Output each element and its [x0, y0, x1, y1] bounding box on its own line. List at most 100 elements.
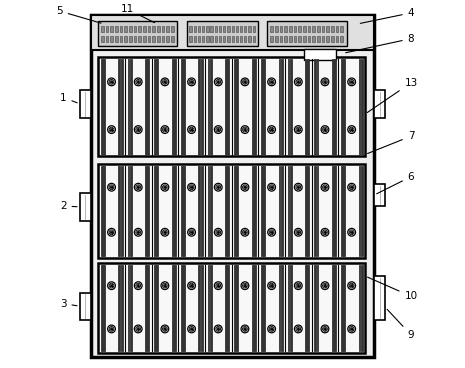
Circle shape [108, 78, 115, 86]
Bar [317, 265, 319, 351]
Bar [263, 166, 265, 256]
Bar [308, 26, 310, 32]
Bar [225, 59, 227, 155]
Bar [121, 265, 123, 351]
Circle shape [323, 185, 327, 190]
Circle shape [323, 230, 327, 235]
Bar [314, 59, 316, 155]
Circle shape [190, 284, 193, 287]
Bar [303, 36, 306, 42]
Bar [290, 59, 292, 155]
Bar [174, 166, 176, 256]
Bar [156, 166, 158, 256]
Circle shape [137, 81, 139, 83]
Bar [202, 36, 204, 42]
Circle shape [110, 186, 113, 189]
Bar [281, 265, 283, 351]
Circle shape [294, 183, 302, 191]
Bar [156, 59, 158, 155]
Bar [305, 265, 307, 351]
Bar [207, 265, 209, 351]
Bar [308, 36, 310, 42]
Circle shape [136, 79, 140, 84]
Circle shape [110, 231, 113, 234]
Circle shape [109, 326, 114, 331]
Bar [119, 59, 120, 155]
Circle shape [214, 78, 222, 86]
Bar [237, 265, 239, 351]
Circle shape [136, 326, 140, 331]
Circle shape [350, 186, 353, 189]
Bar [193, 26, 196, 32]
Circle shape [269, 185, 274, 190]
Circle shape [217, 284, 219, 287]
Bar [261, 59, 263, 155]
Bar [340, 36, 343, 42]
Bar [134, 36, 136, 42]
Bar [271, 26, 273, 32]
Circle shape [162, 127, 167, 132]
Circle shape [188, 78, 195, 86]
Circle shape [244, 81, 246, 83]
Circle shape [108, 282, 115, 290]
Circle shape [268, 183, 275, 191]
Bar [153, 36, 155, 42]
Bar [125, 36, 127, 42]
Bar [199, 166, 200, 256]
Bar [244, 36, 246, 42]
Bar [111, 26, 113, 32]
Circle shape [349, 127, 354, 132]
Bar [252, 36, 255, 42]
Bar [166, 26, 169, 32]
Bar [227, 265, 229, 351]
Bar [331, 36, 333, 42]
Text: 2: 2 [60, 201, 77, 211]
Circle shape [161, 229, 169, 236]
Circle shape [348, 229, 356, 236]
Circle shape [161, 325, 169, 333]
Circle shape [134, 325, 142, 333]
Circle shape [109, 185, 114, 190]
Circle shape [137, 231, 139, 234]
Bar [147, 59, 149, 155]
Circle shape [134, 126, 142, 134]
Bar [101, 166, 103, 256]
Circle shape [214, 282, 222, 290]
Bar [299, 26, 301, 32]
Bar [343, 59, 345, 155]
Circle shape [161, 183, 169, 191]
Circle shape [216, 185, 220, 190]
Bar [223, 26, 226, 32]
Circle shape [161, 78, 169, 86]
Bar [288, 265, 290, 351]
Circle shape [269, 326, 274, 331]
Circle shape [162, 326, 167, 331]
Circle shape [268, 282, 275, 290]
Circle shape [164, 128, 166, 131]
Bar [267, 21, 346, 46]
Bar [199, 59, 200, 155]
Bar [143, 26, 146, 32]
Circle shape [216, 326, 220, 331]
Circle shape [217, 186, 219, 189]
Bar [172, 166, 174, 256]
Bar [119, 166, 120, 256]
Bar [254, 166, 256, 256]
Bar [331, 26, 333, 32]
Circle shape [241, 282, 249, 290]
Circle shape [270, 284, 273, 287]
Circle shape [321, 126, 329, 134]
Circle shape [190, 128, 193, 131]
Bar [111, 36, 113, 42]
Circle shape [109, 283, 114, 288]
Bar [174, 265, 176, 351]
Circle shape [323, 283, 327, 288]
Bar [134, 26, 136, 32]
Bar [299, 36, 301, 42]
Circle shape [241, 325, 249, 333]
Circle shape [324, 128, 326, 131]
Bar [280, 36, 282, 42]
Bar [227, 59, 229, 155]
Circle shape [108, 229, 115, 236]
Bar [275, 36, 278, 42]
